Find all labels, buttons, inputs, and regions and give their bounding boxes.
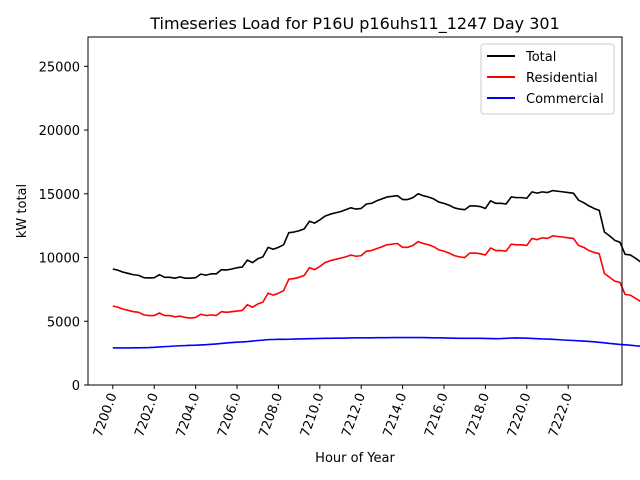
y-tick-label: 0 xyxy=(72,379,80,394)
y-tick-label: 15000 xyxy=(39,188,80,203)
plot-lines xyxy=(112,189,640,349)
y-tick-label: 25000 xyxy=(39,60,80,75)
axes-frame xyxy=(87,36,623,386)
series-line-commercial xyxy=(112,336,640,349)
y-tick-label: 5000 xyxy=(47,315,80,330)
legend: Total Residential Commercial xyxy=(480,43,615,115)
legend-label-total: Total xyxy=(525,50,556,65)
y-axis-label: kW total xyxy=(15,184,30,238)
y-tick-label: 10000 xyxy=(39,252,80,267)
legend-frame xyxy=(480,43,615,115)
x-axis-label: Hour of Year xyxy=(315,451,395,466)
chart-title: Timeseries Load for P16U p16uhs11_1247 D… xyxy=(149,14,560,34)
y-tick-label: 20000 xyxy=(39,124,80,139)
legend-label-residential: Residential xyxy=(526,71,598,86)
legend-label-commercial: Commercial xyxy=(526,92,604,107)
series-line-total xyxy=(112,189,640,279)
series-line-residential xyxy=(112,235,640,319)
y-axis-ticks: 0 5000 10000 15000 20000 25000 xyxy=(39,60,88,394)
